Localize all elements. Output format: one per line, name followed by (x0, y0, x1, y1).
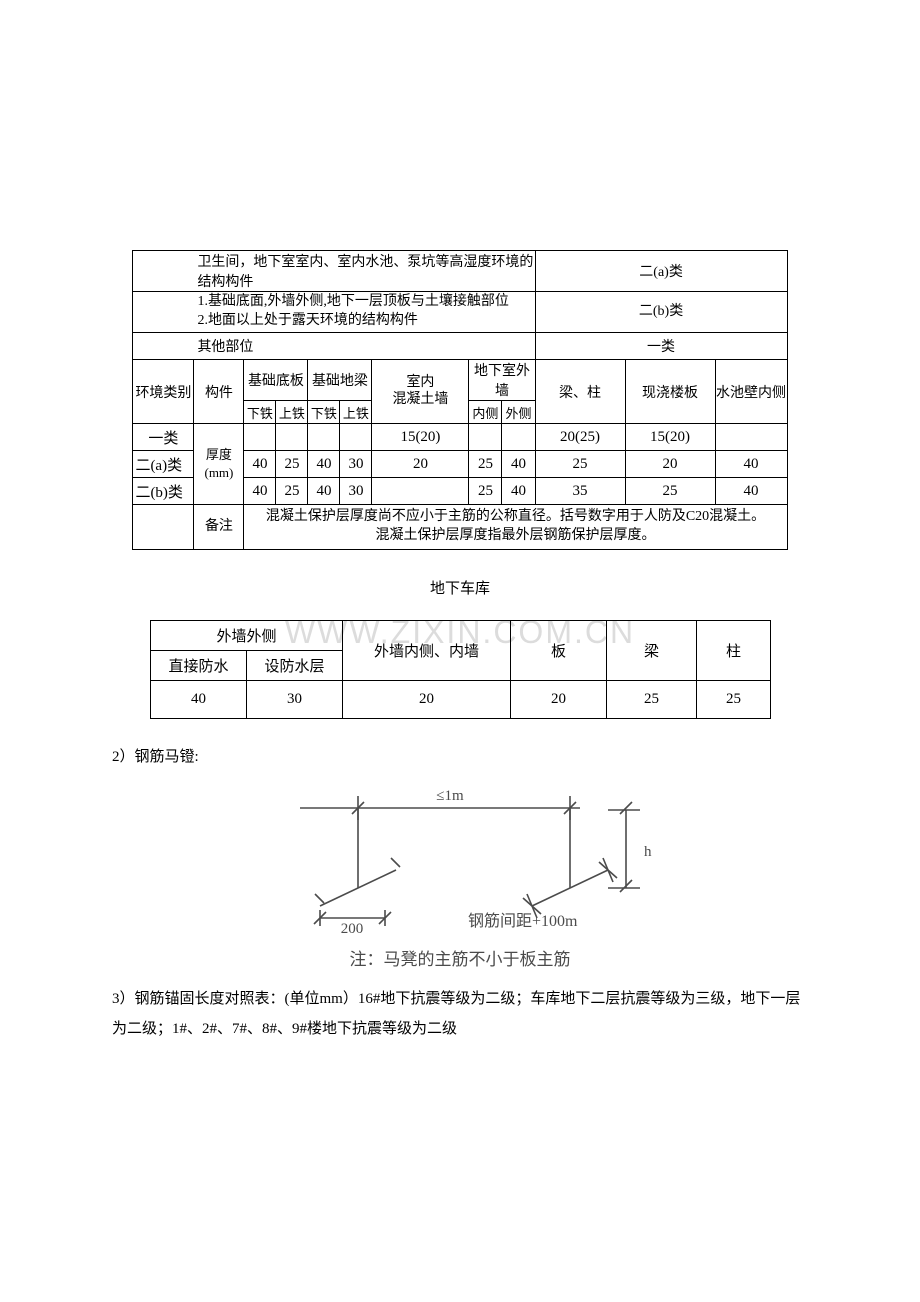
hdr-col: 柱 (697, 621, 771, 681)
cell (244, 424, 276, 451)
diagram-note: 注：马凳的主筋不小于板主筋 (0, 945, 920, 970)
hdr-wall-out: 外墙外侧 (151, 621, 343, 651)
env-cat: 二(b)类 (535, 292, 787, 333)
hdr-bsmt-wall: 地下室外墙 (469, 360, 535, 401)
cell (133, 505, 194, 550)
hdr-bottom-iron: 下铁 (308, 401, 340, 424)
cell: 20 (511, 681, 607, 719)
row-thickness-label: 厚度 (mm) (194, 424, 244, 505)
table-row: 1.基础底面,外墙外侧,地下一层顶板与土壤接触部位 2.地面以上处于露天环境的结… (133, 292, 787, 333)
hdr-beam: 梁 (607, 621, 697, 681)
cell: 25 (276, 451, 308, 478)
hdr-wall-in: 外墙内侧、内墙 (343, 621, 511, 681)
row-label: 一类 (133, 424, 194, 451)
hdr-env: 环境类别 (133, 360, 194, 424)
table-row: 一类 厚度 (mm) 15(20) 20(25) 15(20) (133, 424, 787, 451)
hdr-base-slab: 基础底板 (244, 360, 308, 401)
garage-caption: 地下车库 (0, 577, 920, 598)
env-desc: 卫生间，地下室室内、室内水池、泵坑等高湿度环境的结构构件 (133, 251, 535, 292)
cell: 20 (625, 451, 715, 478)
row-label: 二(a)类 (133, 451, 194, 478)
cell: 15(20) (625, 424, 715, 451)
cell: 40 (502, 478, 535, 505)
hdr-outer: 外侧 (502, 401, 535, 424)
cell: 20(25) (535, 424, 625, 451)
cell: 25 (469, 451, 502, 478)
cell: 25 (625, 478, 715, 505)
row-label: 二(b)类 (133, 478, 194, 505)
cell: 25 (607, 681, 697, 719)
hdr-bottom-iron: 下铁 (244, 401, 276, 424)
table-row: 其他部位 一类 (133, 333, 787, 360)
cell: 40 (308, 478, 340, 505)
hdr-direct-wp: 直接防水 (151, 651, 247, 681)
section-3-text: 3）钢筋锚固长度对照表：(单位mm）16#地下抗震等级为二级；车库地下二层抗震等… (112, 984, 808, 1044)
env-desc: 1.基础底面,外墙外侧,地下一层顶板与土壤接触部位 2.地面以上处于露天环境的结… (133, 292, 535, 333)
garage-table: 外墙外侧 外墙内侧、内墙 板 梁 柱 直接防水 设防水层 40 30 20 20… (150, 620, 771, 719)
cell (715, 424, 787, 451)
cell: 40 (151, 681, 247, 719)
cell: 40 (715, 478, 787, 505)
cell: 20 (343, 681, 511, 719)
hdr-beam-col: 梁、柱 (535, 360, 625, 424)
stirrup-diagram: ≤1m h 200 钢筋间距+100m (240, 778, 680, 938)
hdr-top-iron: 上铁 (276, 401, 308, 424)
cell: 20 (372, 451, 469, 478)
dim-h: h (644, 844, 652, 860)
cell: 25 (697, 681, 771, 719)
env-cat: 一类 (535, 333, 787, 360)
cell: 40 (244, 451, 276, 478)
cell: 25 (535, 451, 625, 478)
env-class-table: 卫生间，地下室室内、室内水池、泵坑等高湿度环境的结构构件 二(a)类 1.基础底… (132, 250, 787, 550)
cell: 35 (535, 478, 625, 505)
cell (340, 424, 372, 451)
hdr-slab: 板 (511, 621, 607, 681)
cell: 30 (340, 478, 372, 505)
remark-text: 混凝土保护层厚度尚不应小于主筋的公称直径。括号数字用于人防及C20混凝土。 混凝… (244, 505, 787, 550)
cell: 15(20) (372, 424, 469, 451)
table-row: 卫生间，地下室室内、室内水池、泵坑等高湿度环境的结构构件 二(a)类 (133, 251, 787, 292)
cell (276, 424, 308, 451)
cell: 25 (469, 478, 502, 505)
remark-label: 备注 (194, 505, 244, 550)
cell: 40 (502, 451, 535, 478)
cell: 30 (340, 451, 372, 478)
dim-le1m: ≤1m (436, 788, 464, 804)
dim-pitch: 钢筋间距+100m (468, 912, 578, 930)
cell: 40 (715, 451, 787, 478)
hdr-comp: 构件 (194, 360, 244, 424)
env-cat: 二(a)类 (535, 251, 787, 292)
hdr-top-iron: 上铁 (340, 401, 372, 424)
cell (308, 424, 340, 451)
hdr-inner: 内侧 (469, 401, 502, 424)
table-row: 备注 混凝土保护层厚度尚不应小于主筋的公称直径。括号数字用于人防及C20混凝土。… (133, 505, 787, 550)
cell (469, 424, 502, 451)
cell: 40 (308, 451, 340, 478)
hdr-pool: 水池壁内侧 (715, 360, 787, 424)
hdr-indoor-wall: 室内 混凝土墙 (372, 360, 469, 424)
table-row: 40 30 20 20 25 25 (151, 681, 771, 719)
env-desc: 其他部位 (133, 333, 535, 360)
table-header-row: 环境类别 构件 基础底板 基础地梁 室内 混凝土墙 地下室外墙 梁、柱 现浇楼板… (133, 360, 787, 401)
dim-200: 200 (341, 921, 364, 937)
section-2-label: 2）钢筋马镫: (112, 745, 920, 766)
cell: 40 (244, 478, 276, 505)
cell: 30 (247, 681, 343, 719)
cell (502, 424, 535, 451)
hdr-cast-slab: 现浇楼板 (625, 360, 715, 424)
hdr-base-beam: 基础地梁 (308, 360, 372, 401)
table-header-row: 外墙外侧 外墙内侧、内墙 板 梁 柱 (151, 621, 771, 651)
cell: 25 (276, 478, 308, 505)
cell (372, 478, 469, 505)
hdr-wp-layer: 设防水层 (247, 651, 343, 681)
